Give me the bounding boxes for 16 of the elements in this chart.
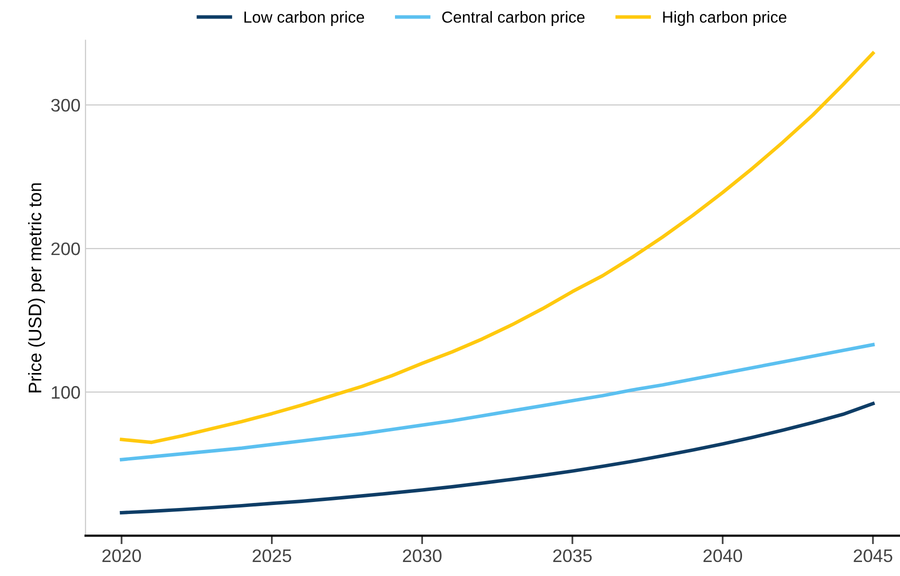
- y-tick-label: 300: [51, 98, 80, 112]
- line-series: [120, 342, 875, 462]
- x-tick-label: 2040: [704, 549, 742, 562]
- line-series: [120, 402, 875, 514]
- line-series: [120, 52, 875, 444]
- x-tick-label: 2030: [402, 549, 442, 562]
- y-tick-label: 100: [52, 386, 80, 399]
- y-tick-label: 200: [51, 242, 80, 256]
- x-tick-label: 2020: [102, 549, 141, 562]
- x-tick-label: 2045: [854, 549, 892, 562]
- legend-label: High carbon price: [663, 11, 786, 26]
- legend-label: Low carbon price: [244, 11, 364, 26]
- x-tick-label: 2025: [252, 549, 292, 562]
- x-tick-label: 2035: [553, 549, 592, 562]
- y-axis-title: Price (USD) per metric ton: [28, 183, 45, 392]
- legend-label: Central carbon price: [442, 11, 585, 26]
